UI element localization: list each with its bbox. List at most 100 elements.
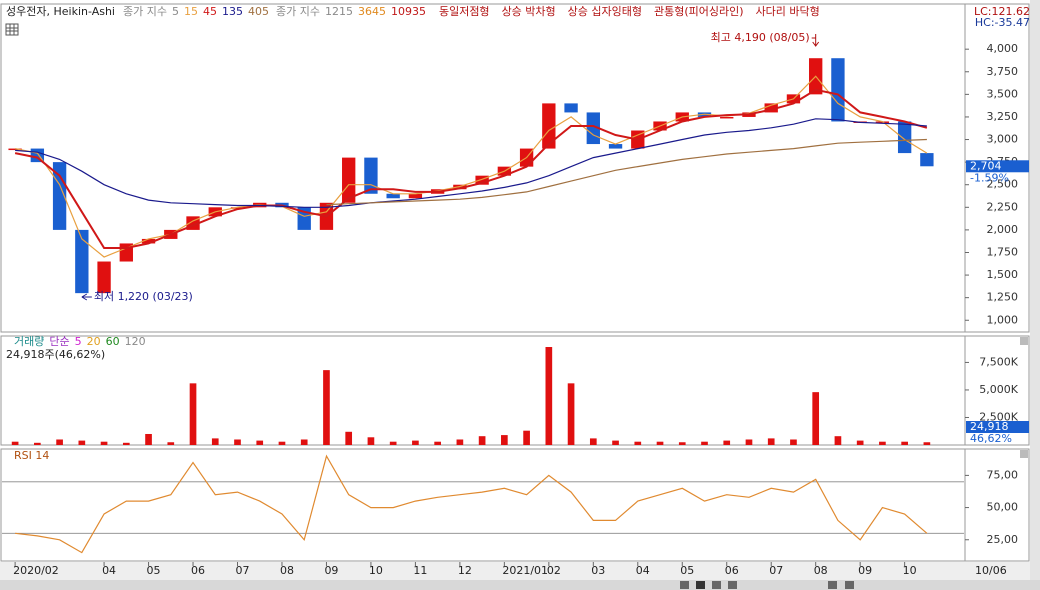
candle bbox=[342, 157, 356, 203]
y-tick-label: 75,00 bbox=[987, 468, 1019, 481]
volume-legend-entry: 거래량 bbox=[14, 335, 44, 348]
volume-bar bbox=[56, 439, 63, 445]
x-tick-label: 06 bbox=[725, 564, 739, 577]
volume-bar bbox=[256, 440, 264, 445]
x-tick-label: 02 bbox=[547, 564, 561, 577]
x-tick-label: 07 bbox=[236, 564, 250, 577]
legend-entry: 135 bbox=[222, 5, 243, 18]
x-tick-label: 11 bbox=[413, 564, 427, 577]
volume-legend-entry: 단순 bbox=[49, 335, 69, 348]
moving-average-line bbox=[326, 138, 927, 206]
candle bbox=[408, 193, 423, 199]
volume-bar bbox=[434, 441, 441, 445]
volume-legend-entry: 120 bbox=[125, 335, 146, 348]
candle bbox=[920, 153, 934, 167]
volume-legend-entry: 20 bbox=[87, 335, 101, 348]
chart-title: 성우전자, Heikin-Ashi bbox=[6, 5, 115, 18]
volume-legend-entry: 60 bbox=[106, 335, 120, 348]
volume-bar bbox=[501, 435, 508, 445]
candle bbox=[386, 193, 400, 199]
grid-icon[interactable] bbox=[5, 23, 19, 36]
candle bbox=[897, 121, 912, 154]
y-tick-label: 2,500 bbox=[987, 178, 1019, 191]
candle bbox=[8, 148, 22, 151]
candle bbox=[542, 103, 556, 149]
x-tick-label: 05 bbox=[680, 564, 694, 577]
x-axis-band bbox=[0, 562, 1030, 580]
y-tick-label: 3,500 bbox=[987, 87, 1019, 100]
y-tick-label: 1,250 bbox=[987, 291, 1019, 304]
volume-bar bbox=[234, 439, 241, 445]
y-tick-label: 1,500 bbox=[987, 268, 1019, 281]
legend-entry: 10935 bbox=[391, 5, 426, 18]
volume-bar bbox=[701, 441, 708, 445]
moving-average-line bbox=[14, 88, 928, 249]
y-tick-label: 25,00 bbox=[987, 533, 1019, 546]
tool-button[interactable] bbox=[696, 581, 705, 589]
volume-bar bbox=[745, 439, 753, 445]
toolbar-buttons bbox=[680, 581, 854, 589]
volume-ratio-tag: 46,62% bbox=[970, 432, 1012, 445]
y-tick-label: 7,500K bbox=[979, 355, 1018, 368]
panel-menu[interactable] bbox=[1020, 337, 1028, 345]
y-tick-label: 50,00 bbox=[987, 501, 1019, 514]
y-tick-label: 1,750 bbox=[987, 245, 1019, 258]
y-tick-label: 2,500K bbox=[979, 410, 1018, 423]
rsi-line bbox=[15, 454, 928, 554]
candle bbox=[608, 144, 623, 149]
x-tick-label: 08 bbox=[280, 564, 294, 577]
candle bbox=[564, 103, 578, 113]
volume-bar bbox=[834, 436, 842, 445]
volume-bar bbox=[523, 430, 530, 445]
volume-bar bbox=[656, 441, 664, 445]
x-tick-label: 2020/02 bbox=[13, 564, 59, 577]
tool-button[interactable] bbox=[680, 581, 689, 589]
volume-bar bbox=[300, 439, 308, 445]
volume-bar bbox=[345, 431, 353, 445]
low-arrow bbox=[81, 293, 92, 301]
last-change-tag: -1.59% bbox=[970, 171, 1009, 184]
candle bbox=[720, 116, 734, 119]
high-annotation: 최고 4,190 (08/05) bbox=[711, 31, 810, 44]
x-tick-label: 04 bbox=[636, 564, 650, 577]
scrollbar[interactable] bbox=[1030, 0, 1040, 590]
y-tick-label: 5,000K bbox=[979, 383, 1018, 396]
volume-bar bbox=[923, 442, 931, 445]
x-tick-label: 07 bbox=[769, 564, 783, 577]
volume-bar bbox=[323, 370, 330, 445]
x-tick-label: 03 bbox=[591, 564, 605, 577]
rsi-legend: RSI 14 bbox=[14, 449, 49, 462]
low-annotation: 최저 1,220 (03/23) bbox=[94, 290, 193, 303]
candle bbox=[764, 103, 778, 113]
volume-bar bbox=[367, 437, 375, 445]
tool-button[interactable] bbox=[728, 581, 737, 589]
x-tick-label: 2021/01 bbox=[502, 564, 548, 577]
lc-label: LC:121.62 bbox=[974, 5, 1030, 18]
legend-entry: 405 bbox=[248, 5, 269, 18]
legend-entry: 15 bbox=[184, 5, 198, 18]
volume-bar bbox=[412, 440, 419, 445]
tool-button[interactable] bbox=[712, 581, 721, 589]
tool-button[interactable] bbox=[845, 581, 854, 589]
candle bbox=[475, 175, 489, 185]
y-tick-label: 2,000 bbox=[987, 223, 1019, 236]
y-tick-label: 2,250 bbox=[987, 200, 1019, 213]
volume-bar bbox=[456, 439, 464, 445]
panel-menu[interactable] bbox=[1020, 450, 1028, 458]
legend-entry: 45 bbox=[203, 5, 217, 18]
volume-bar bbox=[211, 438, 219, 445]
x-tick-label: 05 bbox=[147, 564, 161, 577]
pattern-label: 사다리 바닥형 bbox=[756, 5, 820, 18]
tool-button[interactable] bbox=[828, 581, 837, 589]
moving-average-line bbox=[15, 118, 927, 208]
volume-bar bbox=[389, 441, 397, 445]
volume-legend-entry: 5 bbox=[75, 335, 82, 348]
candle bbox=[75, 229, 89, 294]
volume-bar bbox=[122, 442, 130, 445]
volume-bar bbox=[545, 347, 553, 445]
x-end-label: 10/06 bbox=[975, 564, 1007, 577]
volume-bar bbox=[723, 440, 731, 445]
candle bbox=[831, 58, 845, 122]
toolbar bbox=[0, 580, 1040, 590]
x-tick-label: 06 bbox=[191, 564, 205, 577]
